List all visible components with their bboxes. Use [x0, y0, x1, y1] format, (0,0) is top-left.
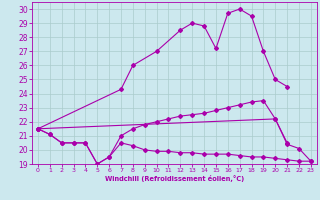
X-axis label: Windchill (Refroidissement éolien,°C): Windchill (Refroidissement éolien,°C) — [105, 175, 244, 182]
